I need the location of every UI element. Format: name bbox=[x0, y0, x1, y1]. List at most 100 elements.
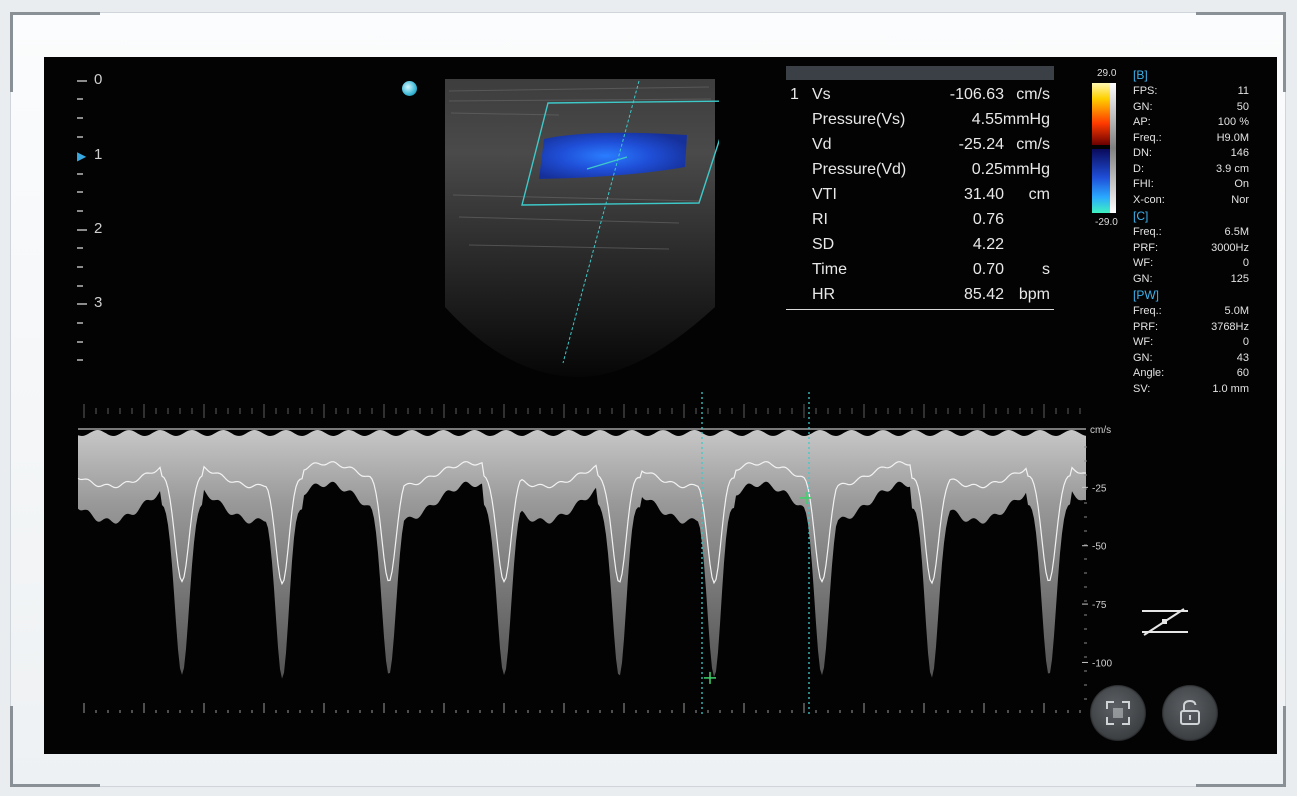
measurement-unit: mmHg bbox=[1002, 110, 1050, 128]
param-row: Freq.: H9.0M bbox=[1133, 131, 1249, 147]
measurement-row: HR 85.42 bpm bbox=[786, 282, 1054, 307]
measurement-number: 0.76 bbox=[972, 210, 1004, 228]
measurement-value: -25.24 cm/s bbox=[927, 132, 1054, 157]
measurement-index: 1 bbox=[790, 85, 799, 103]
param-row: GN: 50 bbox=[1133, 100, 1249, 116]
measurement-unit: cm/s bbox=[1016, 85, 1050, 103]
measurement-label: Vd bbox=[812, 135, 832, 153]
measurement-index bbox=[786, 257, 812, 282]
ultrasound-screen: 0 ▶ 1 2 3 bbox=[44, 57, 1277, 754]
param-row: X-con: Nor bbox=[1133, 193, 1249, 209]
param-row: PRF: 3000Hz bbox=[1133, 241, 1249, 257]
measurement-number: -106.63 bbox=[949, 85, 1004, 103]
param-row: AP: 100 % bbox=[1133, 115, 1249, 131]
lock-button[interactable] bbox=[1162, 685, 1218, 741]
params-c-list: Freq.: 6.5M PRF: 3000Hz WF: 0 GN: 125 bbox=[1133, 225, 1249, 287]
depth-tick bbox=[77, 303, 87, 305]
measurement-row: SD 4.22 bbox=[786, 232, 1054, 257]
measurement-value: 31.40 cm bbox=[927, 182, 1054, 207]
measurement-label: RI bbox=[812, 210, 828, 228]
measurement-number: 85.42 bbox=[963, 285, 1004, 303]
sample-volume-gate[interactable] bbox=[586, 156, 628, 170]
velocity-tick-label: -75 bbox=[1092, 600, 1107, 611]
bezel-corner bbox=[1196, 784, 1286, 787]
param-key: AP: bbox=[1133, 116, 1151, 128]
measurement-unit: mmHg bbox=[1002, 160, 1050, 178]
doppler-cursor-line[interactable] bbox=[562, 80, 640, 364]
measurement-label: Pressure(Vd) bbox=[812, 160, 907, 178]
vd-caliper-mark[interactable] bbox=[800, 491, 812, 504]
fullscreen-icon bbox=[1106, 701, 1130, 725]
measurement-number: 0.70 bbox=[972, 260, 1004, 278]
color-velocity-bar bbox=[1092, 83, 1116, 213]
param-value: Nor bbox=[1231, 193, 1249, 206]
param-row: SV: 1.0 mm bbox=[1133, 382, 1249, 398]
measurement-index bbox=[786, 232, 812, 257]
depth-label-1: 1 bbox=[94, 146, 103, 163]
depth-scale: 0 ▶ 1 2 3 bbox=[44, 57, 114, 377]
measurement-number: 0.25 bbox=[971, 160, 1003, 178]
measurement-unit: cm bbox=[1028, 185, 1050, 203]
params-pw-title: [PW] bbox=[1133, 288, 1159, 302]
param-row: FHI: On bbox=[1133, 177, 1249, 193]
param-value: 3.9 cm bbox=[1215, 162, 1249, 175]
pw-doppler-spectrum[interactable]: -25 -50 -75 -100 cm/s bbox=[74, 387, 1124, 727]
depth-tick bbox=[77, 266, 83, 268]
velocity-unit-label: cm/s bbox=[1090, 425, 1111, 436]
depth-tick bbox=[77, 117, 83, 119]
param-value: 146 bbox=[1230, 147, 1249, 159]
measurement-value: 4.55mmHg bbox=[927, 107, 1054, 132]
param-row: PRF: 3768Hz bbox=[1133, 320, 1249, 336]
measurement-label: Pressure(Vs) bbox=[812, 110, 906, 128]
measurement-index bbox=[786, 107, 812, 132]
param-row: GN: 125 bbox=[1133, 272, 1249, 288]
tissue-region bbox=[445, 79, 715, 377]
param-value: 50 bbox=[1236, 100, 1249, 113]
param-value: 60 bbox=[1236, 367, 1249, 379]
measurement-divider bbox=[786, 309, 1054, 310]
param-value: 1.0 mm bbox=[1212, 382, 1249, 395]
measurement-row: VTI 31.40 cm bbox=[786, 182, 1054, 207]
param-key: FPS: bbox=[1133, 85, 1158, 97]
param-row: Freq.: 5.0M bbox=[1133, 304, 1249, 320]
bezel-corner bbox=[10, 12, 13, 92]
param-key: Angle: bbox=[1133, 367, 1165, 379]
color-box[interactable] bbox=[521, 100, 719, 206]
param-key: Freq.: bbox=[1133, 305, 1162, 317]
measurement-row: Vd -25.24 cm/s bbox=[786, 132, 1054, 157]
param-value: 0 bbox=[1242, 257, 1249, 269]
depth-tick bbox=[77, 359, 83, 361]
param-key: SV: bbox=[1133, 382, 1151, 395]
velocity-tick-label: -25 bbox=[1092, 483, 1107, 494]
measurement-panel: 1 Vs -106.63 cm/s Pressure(Vs) 4.55mmHg Vd -25.… bbox=[786, 66, 1054, 310]
measurement-value: 0.70 s bbox=[927, 257, 1054, 282]
bmode-color-image[interactable] bbox=[439, 77, 719, 377]
measurement-row: RI 0.76 bbox=[786, 207, 1054, 232]
param-key: DN: bbox=[1133, 147, 1152, 159]
param-key: D: bbox=[1133, 162, 1144, 175]
colorbar-bottom-label: -29.0 bbox=[1095, 217, 1118, 228]
bezel-corner bbox=[1283, 706, 1286, 786]
depth-label-2: 2 bbox=[94, 220, 103, 237]
param-value: 6.5M bbox=[1224, 226, 1249, 238]
param-key: GN: bbox=[1133, 100, 1153, 113]
vs-caliper-mark[interactable] bbox=[704, 671, 716, 684]
fullscreen-button[interactable] bbox=[1090, 685, 1146, 741]
depth-tick bbox=[77, 191, 83, 193]
param-key: FHI: bbox=[1133, 178, 1154, 190]
measurement-index bbox=[786, 157, 812, 182]
bezel-corner bbox=[10, 12, 100, 15]
depth-tick bbox=[77, 80, 87, 82]
param-key: GN: bbox=[1133, 272, 1153, 285]
focus-marker-icon[interactable]: ▶ bbox=[77, 149, 87, 163]
measurement-index bbox=[786, 182, 812, 207]
measurement-header bbox=[786, 66, 1054, 80]
measurement-label: HR bbox=[812, 285, 836, 303]
baseline-shift-icon[interactable] bbox=[1138, 605, 1194, 639]
param-value: 43 bbox=[1236, 351, 1249, 364]
depth-tick bbox=[77, 173, 83, 175]
measurement-value: -106.63 cm/s bbox=[927, 82, 1054, 107]
measurement-unit: bpm bbox=[1018, 285, 1050, 303]
spectrum-waveform bbox=[78, 430, 1086, 679]
param-value: 100 % bbox=[1217, 116, 1249, 128]
